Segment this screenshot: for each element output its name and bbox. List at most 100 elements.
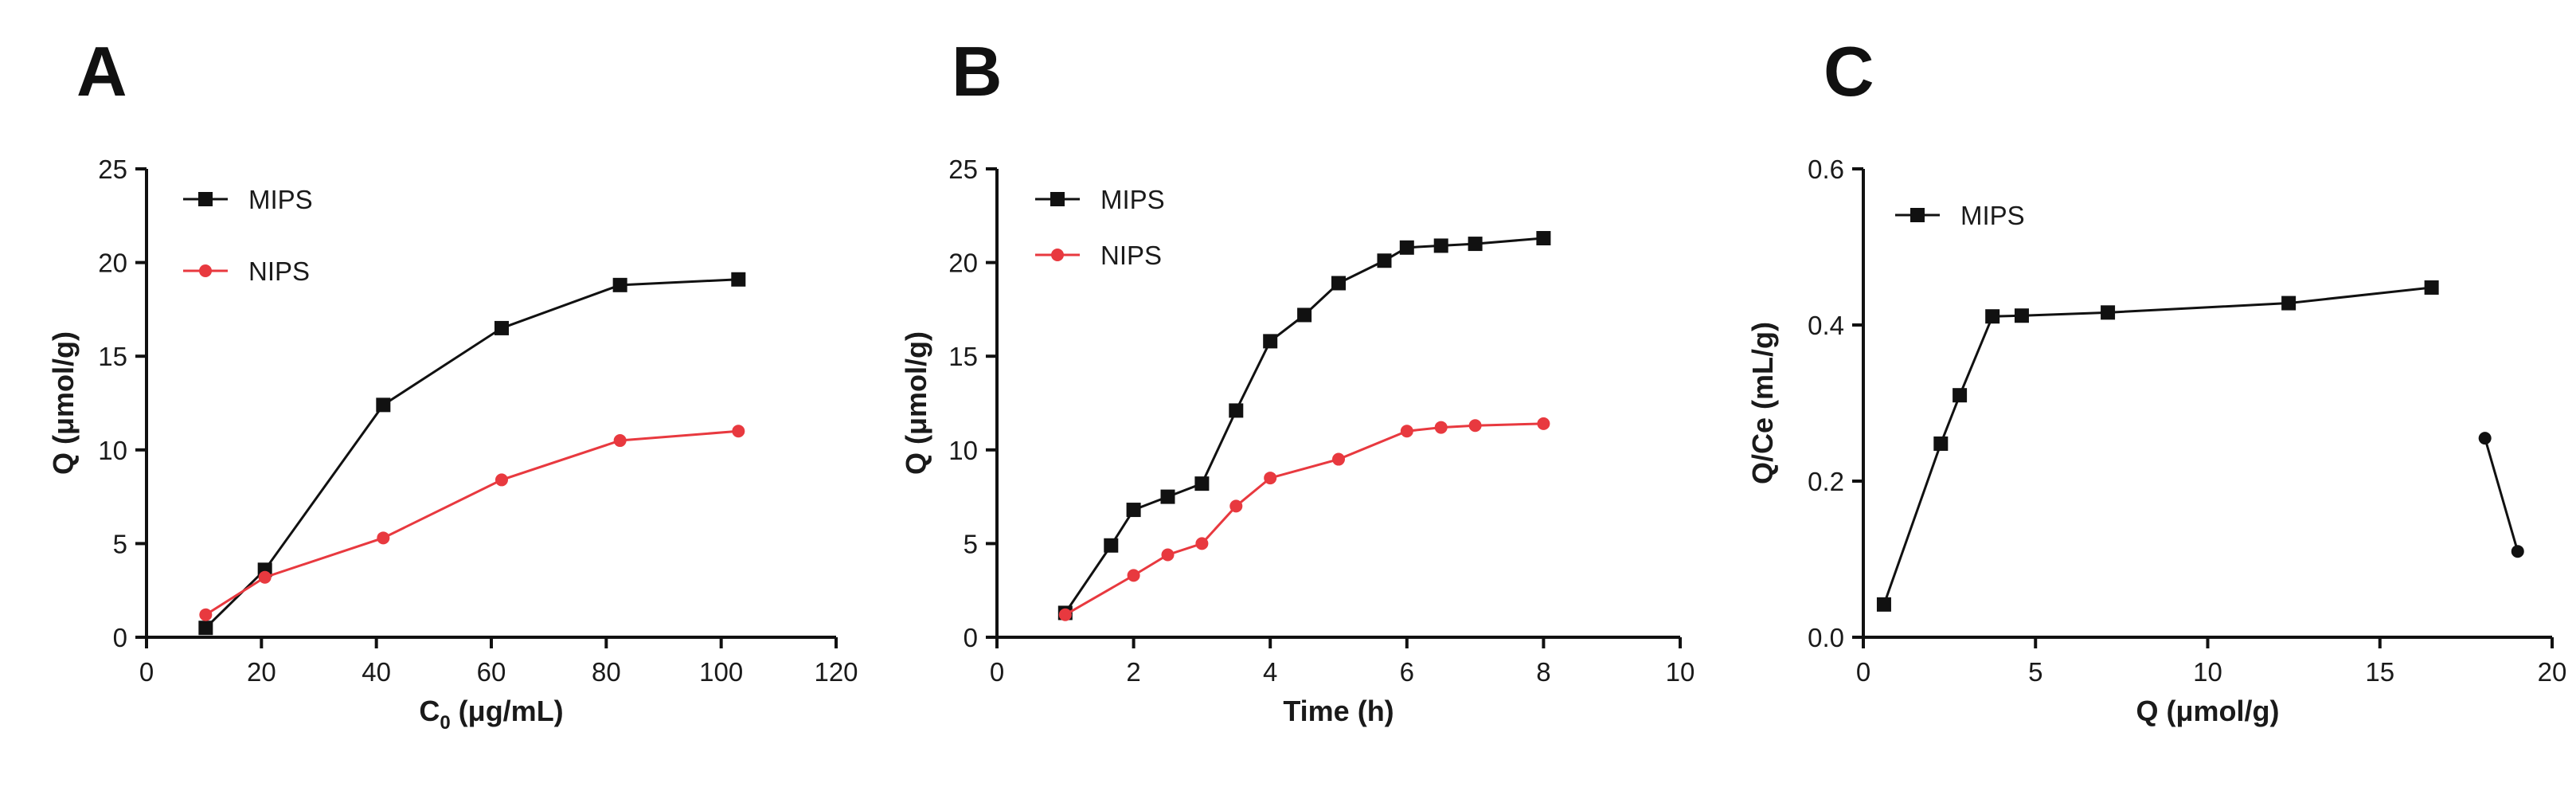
legend-item-mips: MIPS: [1895, 201, 2025, 230]
data-point: [1263, 334, 1278, 349]
x-tick-label: 100: [699, 657, 743, 687]
y-tick-label: 15: [948, 342, 978, 371]
x-tick-label: 120: [814, 657, 858, 687]
data-point: [1195, 537, 1209, 550]
legend-item-mips: MIPS: [1035, 185, 1165, 214]
legend-label: NIPS: [1100, 241, 1162, 270]
x-tick-label: 15: [2365, 657, 2394, 687]
data-point: [1229, 499, 1243, 513]
data-point: [1264, 472, 1277, 485]
y-tick-label: 20: [948, 249, 978, 278]
x-axis-title: Q (μmol/g): [2136, 695, 2280, 727]
series-line: [205, 429, 739, 617]
x-tick-label: 0: [1856, 657, 1870, 687]
data-point: [199, 608, 213, 621]
series-mips: [1876, 280, 2439, 612]
y-tick-label: 0: [964, 623, 978, 652]
data-point: [1537, 417, 1550, 430]
data-point: [1194, 476, 1210, 491]
x-tick-label: 2: [1126, 657, 1140, 687]
data-point: [1434, 421, 1448, 434]
data-point: [376, 397, 391, 413]
y-tick-label: 0.0: [1808, 623, 1844, 652]
x-tick-label: 6: [1400, 657, 1414, 687]
y-tick-label: 15: [98, 342, 127, 371]
x-axis-title-main: C: [419, 695, 440, 727]
legend-marker: [1051, 249, 1064, 261]
x-tick-label: 60: [477, 657, 506, 687]
data-point: [2511, 545, 2524, 558]
data-point: [1468, 419, 1482, 433]
series-mips: [1057, 231, 1551, 621]
data-point: [1127, 569, 1140, 582]
x-tick-label: 80: [592, 657, 621, 687]
x-tick-label: 10: [1666, 657, 1695, 687]
y-tick-label: 5: [964, 529, 978, 558]
series-line: [205, 278, 739, 629]
data-point: [612, 277, 627, 292]
panel-c: C 0 5 10 15 20 0.0 0.2 0.4 0.6 Q (μmol/g) Q/Ce (mL/…: [1746, 32, 2566, 727]
data-point: [2014, 308, 2029, 323]
x-tick-label: 4: [1263, 657, 1277, 687]
series-mips: [198, 272, 746, 636]
data-point: [377, 531, 390, 545]
legend-item-mips: MIPS: [183, 185, 313, 214]
x-axis-title-subscript: 0: [440, 712, 450, 734]
data-point: [1297, 307, 1312, 323]
data-point: [1933, 436, 1949, 451]
data-point: [258, 570, 272, 584]
legend-marker: [199, 264, 212, 277]
data-point: [2424, 280, 2439, 295]
y-axis-title: Q/Ce (mL/g): [1746, 322, 1779, 484]
x-tick-label: 40: [362, 657, 391, 687]
data-point: [1876, 597, 1891, 612]
series-nips: [1058, 417, 1550, 621]
series-line: [1065, 422, 1544, 617]
x-tick-label: 10: [2193, 657, 2222, 687]
data-point: [1229, 403, 1244, 418]
data-point: [613, 434, 627, 448]
y-axis-title: Q (μmol/g): [900, 331, 932, 475]
x-tick-label: 20: [247, 657, 276, 687]
data-point: [494, 320, 509, 335]
series-nips: [199, 425, 745, 621]
panel-b: B 0 2 4 6 8 10 0 5 10 15 20 25 Time (h) Q (μmol/g) MIPS…: [900, 32, 1695, 727]
legend-label: MIPS: [248, 185, 313, 214]
data-point: [2101, 305, 2116, 320]
data-point: [732, 425, 745, 438]
legend-marker: [198, 192, 213, 206]
y-tick-label: 0.2: [1808, 467, 1844, 496]
y-tick-label: 20: [98, 249, 127, 278]
panel-label: C: [1824, 32, 1874, 111]
data-point: [1953, 388, 1968, 403]
x-tick-label: 20: [2538, 657, 2567, 687]
legend-item-nips: NIPS: [183, 256, 310, 286]
data-point: [1985, 309, 2000, 324]
y-tick-label: 0.6: [1808, 155, 1844, 184]
series-line: [2484, 437, 2519, 552]
x-axis-title: C0 (μg/mL): [419, 695, 563, 734]
legend-label: NIPS: [248, 256, 310, 286]
y-tick-label: 10: [948, 436, 978, 465]
data-point: [198, 621, 213, 636]
data-point: [731, 272, 746, 287]
y-tick-label: 0: [113, 623, 127, 652]
x-axis-title-units: (μg/mL): [451, 695, 564, 727]
series-line: [1882, 286, 2432, 605]
y-tick-label: 25: [98, 155, 127, 184]
y-tick-label: 5: [113, 529, 127, 558]
legend-marker: [1910, 208, 1925, 222]
legend-marker: [1050, 192, 1065, 206]
data-point: [1468, 237, 1483, 252]
data-point: [1433, 238, 1448, 253]
data-point: [1377, 253, 1392, 268]
data-point: [1399, 240, 1414, 255]
data-point: [2281, 296, 2297, 311]
data-point: [1104, 538, 1119, 553]
data-point: [1161, 548, 1175, 562]
data-point: [1332, 452, 1345, 466]
data-point: [1536, 231, 1551, 246]
data-point: [1331, 276, 1346, 291]
data-point: [1126, 503, 1141, 518]
